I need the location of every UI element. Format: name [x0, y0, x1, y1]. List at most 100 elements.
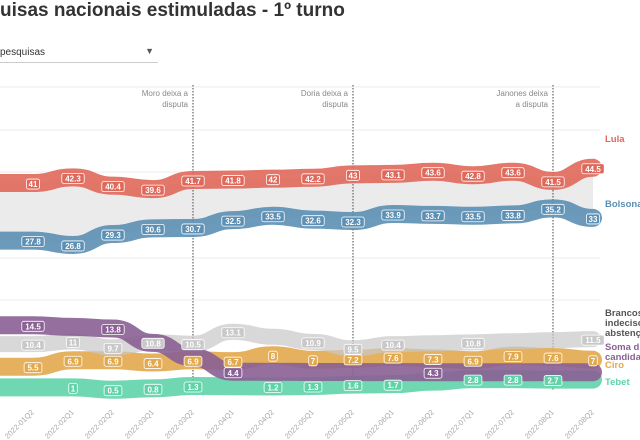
svg-text:2.8: 2.8	[507, 376, 519, 385]
svg-text:33.9: 33.9	[385, 211, 401, 220]
event-annotation: disputa	[162, 100, 188, 109]
svg-text:2.8: 2.8	[467, 376, 479, 385]
svg-text:7.3: 7.3	[427, 355, 439, 364]
data-label: 7	[308, 355, 318, 367]
data-label: 2.8	[503, 374, 523, 386]
data-label: 0.5	[103, 385, 123, 397]
svg-text:7: 7	[591, 357, 596, 366]
data-label: 35.2	[541, 203, 565, 215]
x-tick-label: 2022-02Q2	[83, 408, 116, 440]
series-band-lula[interactable]	[0, 158, 602, 199]
legend-label: indecisos	[605, 318, 640, 329]
x-tick-label: 2022-06Q1	[363, 408, 396, 440]
data-label: 6.9	[103, 355, 123, 367]
svg-text:10.8: 10.8	[145, 339, 161, 348]
event-annotation: a disputa	[516, 100, 549, 109]
data-label: 41.8	[221, 175, 245, 186]
svg-text:4.3: 4.3	[427, 369, 439, 378]
data-label: 30.7	[181, 223, 205, 235]
data-label: 41.5	[541, 176, 565, 188]
svg-text:42: 42	[269, 176, 278, 185]
svg-text:33: 33	[589, 215, 598, 224]
svg-text:30.7: 30.7	[185, 225, 201, 234]
data-label: 13.8	[101, 324, 125, 335]
x-tick-label: 2022-04Q1	[203, 408, 236, 440]
data-label: 7.9	[503, 351, 523, 363]
svg-text:26.8: 26.8	[65, 242, 81, 251]
data-label: 43.6	[421, 167, 445, 179]
svg-text:6.9: 6.9	[107, 357, 119, 366]
series-band-soma[interactable]	[0, 316, 602, 382]
data-label: 32.6	[301, 215, 325, 227]
data-label: 42	[265, 174, 280, 186]
x-tick-label: 2022-08Q2	[563, 408, 596, 440]
svg-text:6.9: 6.9	[187, 357, 199, 366]
svg-text:10.5: 10.5	[185, 341, 201, 350]
data-label: 26.8	[61, 240, 85, 252]
svg-text:32.5: 32.5	[225, 217, 241, 226]
data-label: 10.8	[461, 337, 485, 349]
svg-text:1: 1	[71, 384, 76, 393]
data-label: 33.7	[421, 210, 445, 222]
data-label: 7.2	[343, 354, 363, 366]
event-annotation: Moro deixa a	[142, 89, 189, 98]
data-label: 8	[268, 350, 278, 362]
svg-text:39.6: 39.6	[145, 186, 161, 195]
data-label: 6.9	[463, 355, 483, 367]
poll-filter-dropdown[interactable]: pesquisas ▼	[0, 44, 158, 63]
data-label: 10.4	[21, 339, 45, 351]
series-band-ciro[interactable]	[0, 346, 602, 376]
series-band-bolsonaro[interactable]	[0, 199, 602, 254]
data-label: 10.9	[301, 337, 325, 349]
svg-text:11.5: 11.5	[585, 336, 601, 345]
svg-text:1.6: 1.6	[347, 382, 359, 391]
data-label: 10.5	[181, 339, 205, 351]
svg-text:10.4: 10.4	[385, 341, 401, 350]
data-label: 27.8	[21, 236, 45, 247]
data-label: 42.2	[301, 173, 325, 185]
x-tick-label: 2022-02Q1	[43, 408, 76, 440]
series-band-brancos[interactable]	[0, 323, 601, 357]
x-tick-label: 2022-03Q1	[123, 408, 156, 440]
data-label: 43.1	[381, 169, 405, 181]
legend-label: Lula	[605, 134, 625, 145]
chart-title: uisas nacionais estimuladas - 1º turno	[0, 0, 345, 21]
data-label: 40.4	[101, 181, 125, 193]
svg-text:33.8: 33.8	[505, 211, 521, 220]
svg-text:7.6: 7.6	[547, 354, 559, 363]
data-label: 9.5	[343, 343, 363, 355]
data-label: 43.6	[501, 167, 525, 179]
data-label: 4.4	[223, 367, 243, 379]
svg-text:7.9: 7.9	[507, 353, 519, 362]
data-label: 13.1	[221, 327, 245, 339]
x-tick-label: 2022-06Q2	[403, 408, 436, 440]
data-label: 39.6	[141, 184, 165, 196]
data-label: 1.3	[303, 381, 323, 393]
data-label: 43	[345, 169, 360, 181]
caret-down-icon: ▼	[145, 46, 154, 56]
data-label: 1.3	[183, 381, 203, 393]
data-label: 14.5	[21, 320, 45, 332]
svg-text:40.4: 40.4	[105, 183, 121, 192]
data-label: 42.8	[461, 170, 485, 182]
svg-text:43: 43	[349, 171, 358, 180]
x-tick-label: 2022-03Q2	[163, 408, 196, 440]
data-label: 41	[25, 178, 40, 190]
data-label: 2.8	[463, 374, 483, 386]
svg-text:0.8: 0.8	[147, 385, 159, 394]
svg-text:41.8: 41.8	[225, 177, 241, 186]
data-label: 33.5	[461, 211, 485, 223]
data-label: 1.7	[383, 379, 403, 391]
data-label: 7.6	[543, 352, 563, 364]
svg-text:13.8: 13.8	[105, 326, 121, 335]
svg-text:9.7: 9.7	[107, 344, 119, 353]
svg-text:13.1: 13.1	[225, 329, 241, 338]
data-label: 33	[586, 213, 601, 225]
svg-text:41: 41	[29, 180, 38, 189]
data-label: 32.5	[221, 215, 245, 227]
svg-text:42.2: 42.2	[305, 175, 321, 184]
svg-text:5.5: 5.5	[27, 364, 39, 373]
svg-text:9.5: 9.5	[347, 345, 359, 354]
svg-text:30.6: 30.6	[145, 225, 161, 234]
data-label: 5.5	[23, 362, 43, 374]
